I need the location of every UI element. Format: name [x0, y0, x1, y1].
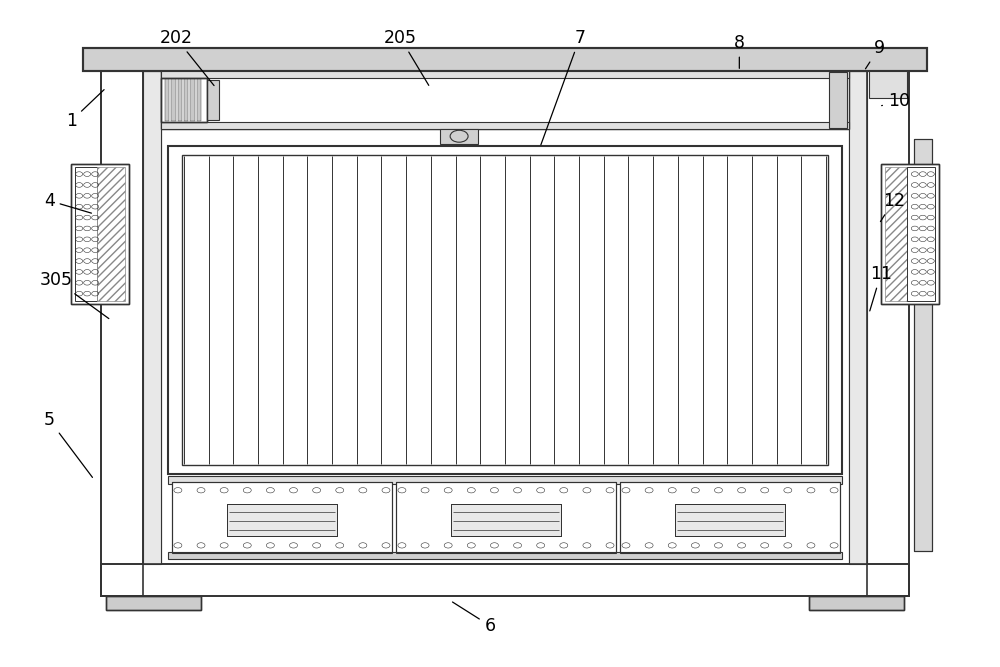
Text: 7: 7	[541, 29, 585, 145]
Text: 10: 10	[882, 92, 910, 110]
Bar	[870, 73, 906, 594]
Bar	[869, 71, 907, 97]
Bar	[849, 71, 867, 564]
Text: 1: 1	[66, 89, 104, 130]
Bar	[71, 164, 129, 303]
Bar	[809, 596, 904, 610]
Bar	[396, 482, 616, 554]
Bar	[168, 145, 842, 474]
Bar	[399, 484, 613, 552]
Bar	[171, 79, 176, 121]
Bar	[178, 79, 182, 121]
Bar	[451, 504, 561, 536]
Bar	[184, 79, 188, 121]
Bar	[907, 167, 935, 301]
Bar	[161, 78, 207, 122]
Bar	[867, 71, 909, 596]
Bar	[83, 48, 927, 71]
Bar	[143, 71, 161, 564]
Bar	[161, 71, 849, 129]
Bar	[620, 482, 840, 554]
Bar	[623, 484, 837, 552]
Bar	[161, 71, 849, 78]
Bar	[829, 73, 847, 127]
Bar	[175, 484, 389, 552]
Bar	[168, 476, 842, 484]
Bar	[881, 164, 939, 303]
Bar	[914, 139, 932, 551]
Bar	[620, 482, 840, 554]
Bar	[881, 164, 939, 303]
Bar	[97, 167, 125, 301]
Bar	[207, 81, 219, 119]
Text: 11: 11	[870, 265, 892, 311]
Bar	[440, 129, 478, 143]
Bar	[190, 79, 195, 121]
Bar	[809, 596, 904, 610]
Text: 5: 5	[44, 411, 92, 478]
Bar	[675, 504, 785, 536]
Text: 8: 8	[734, 33, 745, 68]
Bar	[675, 504, 785, 536]
Bar	[197, 79, 201, 121]
Bar	[227, 504, 337, 536]
Bar	[867, 71, 909, 596]
Bar	[101, 564, 909, 596]
Bar	[182, 155, 828, 465]
Bar	[163, 73, 847, 127]
Text: 6: 6	[452, 602, 496, 635]
Bar	[101, 71, 143, 596]
Bar	[104, 73, 140, 594]
Bar	[75, 167, 97, 301]
Bar	[71, 164, 129, 303]
Bar	[104, 566, 906, 594]
Bar	[165, 77, 845, 123]
Bar	[83, 48, 927, 71]
Bar	[168, 552, 842, 559]
Bar	[106, 596, 201, 610]
Bar	[101, 564, 909, 596]
Bar	[396, 482, 616, 554]
Bar	[172, 482, 392, 554]
Bar	[161, 78, 207, 122]
Text: 4: 4	[44, 191, 91, 213]
Bar	[101, 71, 143, 596]
Bar	[885, 167, 907, 301]
Text: 202: 202	[159, 29, 214, 85]
Bar	[227, 504, 337, 536]
Text: 305: 305	[40, 271, 109, 319]
Bar	[914, 139, 932, 551]
Bar	[106, 596, 201, 610]
Text: 12: 12	[880, 191, 905, 221]
Bar	[172, 482, 392, 554]
Bar	[161, 122, 849, 129]
Text: 9: 9	[865, 39, 885, 69]
Bar	[165, 79, 169, 121]
Text: 205: 205	[384, 29, 429, 85]
Bar	[451, 504, 561, 536]
